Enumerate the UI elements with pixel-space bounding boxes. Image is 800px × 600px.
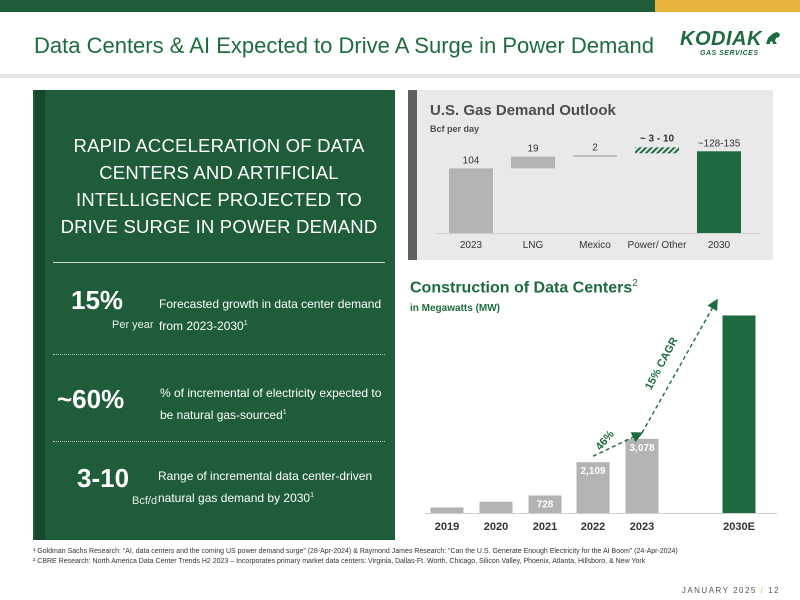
footnote-2: ² CBRE Research: North America Data Cent…: [33, 557, 646, 565]
panel-headline: RAPID ACCELERATION OF DATA CENTERS AND A…: [60, 135, 378, 237]
gas-category-label: Power/ Other: [628, 240, 688, 251]
gas-bar-value-label: 2: [592, 142, 598, 153]
gas-bar: [697, 151, 741, 233]
gas-category-label: 2030: [708, 240, 731, 251]
construction-year-label: 2020: [484, 521, 508, 533]
stat-description-text: % of incremental of electricity expected…: [160, 386, 382, 422]
logo-subtitle: GAS SERVICES: [700, 50, 759, 57]
construction-year-label: 2030E: [723, 521, 755, 533]
footnotes: ¹ Goldman Sachs Research: “AI, data cent…: [33, 547, 773, 566]
gas-chart-subtitle: Bcf per day: [430, 124, 480, 134]
gas-bar-value-label: 19: [527, 144, 539, 155]
company-logo: KODIAK GAS SERVICES: [680, 28, 780, 64]
stat-divider: [53, 354, 385, 355]
stat-value: 15%: [71, 285, 124, 315]
footnote-ref: 1: [310, 492, 315, 499]
construction-title-text: Construction of Data Centers: [410, 279, 633, 297]
gas-bar-value-label: ~ 3 - 10: [640, 133, 675, 144]
top-gold-accent: [655, 0, 800, 12]
growth-arrow-cagr: [641, 298, 718, 434]
construction-bar: [625, 438, 659, 513]
construction-year-label: 2023: [630, 521, 654, 533]
stat-description: Range of incremental data center-driven …: [158, 467, 376, 508]
gas-demand-outlook-panel: U.S. Gas Demand Outlook Bcf per day 104 2…: [408, 90, 773, 260]
gas-demand-chart: 104 2023 19 LNG 2 Mexico ~ 3 - 10 Power/ Other ~…: [436, 133, 760, 251]
stat-value: ~60%: [57, 384, 125, 414]
footnote-1: ¹ Goldman Sachs Research: “AI, data cent…: [33, 548, 678, 555]
gas-bar: [635, 147, 679, 154]
title-divider: [0, 74, 800, 78]
gas-category-label: LNG: [523, 240, 544, 251]
construction-chart: 2019 2020 728 2021 2,109 2022 3,078 2023 2030E 46…: [425, 298, 777, 533]
gas-bar-value-label: 104: [463, 155, 480, 166]
stat-description-text: Range of incremental data center-driven …: [158, 469, 373, 505]
construction-year-label: 2022: [581, 521, 605, 533]
gas-category-label: 2023: [460, 240, 483, 251]
growth-46-label: 46%: [594, 428, 617, 453]
construction-bar: [722, 315, 756, 513]
footnote-ref: 1: [243, 320, 248, 327]
stat-description: Forecasted growth in data center demand …: [159, 295, 384, 336]
footer-date: JANUARY 2025: [681, 586, 757, 595]
construction-bar-label: 3,078: [629, 443, 654, 454]
gas-bar: [449, 168, 493, 233]
cagr-label: 15% CAGR: [643, 336, 681, 392]
stat-value: 3-10: [77, 463, 130, 493]
stat-unit: Per year: [112, 319, 154, 331]
footer-separator: /: [760, 586, 765, 595]
construction-chart-title: Construction of Data Centers2: [410, 278, 638, 297]
gas-chart-title: U.S. Gas Demand Outlook: [430, 102, 616, 119]
panel-accent-strip: [408, 90, 417, 260]
growth-arrow-46: [592, 432, 644, 457]
page-title: Data Centers & AI Expected to Drive A Su…: [34, 33, 654, 58]
construction-bar-label: 728: [537, 499, 554, 510]
stat-unit: Bcf/d: [132, 495, 158, 507]
construction-bar: [479, 501, 513, 513]
construction-bar: [528, 495, 562, 513]
construction-bar: [576, 462, 610, 513]
key-stats-panel: RAPID ACCELERATION OF DATA CENTERS AND A…: [33, 90, 395, 540]
panel-accent-strip: [35, 90, 45, 540]
construction-chart-subtitle: in Megawatts (MW): [410, 303, 500, 314]
stat-description: % of incremental of electricity expected…: [160, 384, 388, 425]
construction-year-label: 2019: [435, 521, 459, 533]
headline-divider: [53, 262, 385, 263]
stat-gas-share: ~60% % of incremental of electricity exp…: [53, 378, 388, 438]
footnote-ref: 1: [282, 409, 287, 416]
gas-bar-value-label: ~128-135: [698, 138, 741, 149]
footnote-ref: 2: [632, 278, 638, 289]
construction-bar-label: 2,109: [580, 466, 605, 477]
stat-divider: [53, 441, 385, 442]
page-footer: JANUARY 2025 / 12: [682, 586, 780, 595]
stat-growth: 15% Per year Forecasted growth in data c…: [53, 285, 388, 345]
stat-gas-demand: 3-10 Bcf/d Range of incremental data cen…: [53, 463, 388, 523]
gas-bar: [573, 155, 617, 157]
construction-year-label: 2021: [533, 521, 557, 533]
logo-wordmark: KODIAK: [680, 28, 762, 50]
gas-category-label: Mexico: [579, 240, 611, 251]
gas-bar: [511, 156, 555, 169]
top-accent-bar: [0, 0, 800, 12]
page-number: 12: [768, 586, 780, 595]
construction-bar: [430, 507, 464, 513]
stat-description-text: Forecasted growth in data center demand …: [159, 297, 382, 333]
bear-icon: [766, 32, 780, 44]
